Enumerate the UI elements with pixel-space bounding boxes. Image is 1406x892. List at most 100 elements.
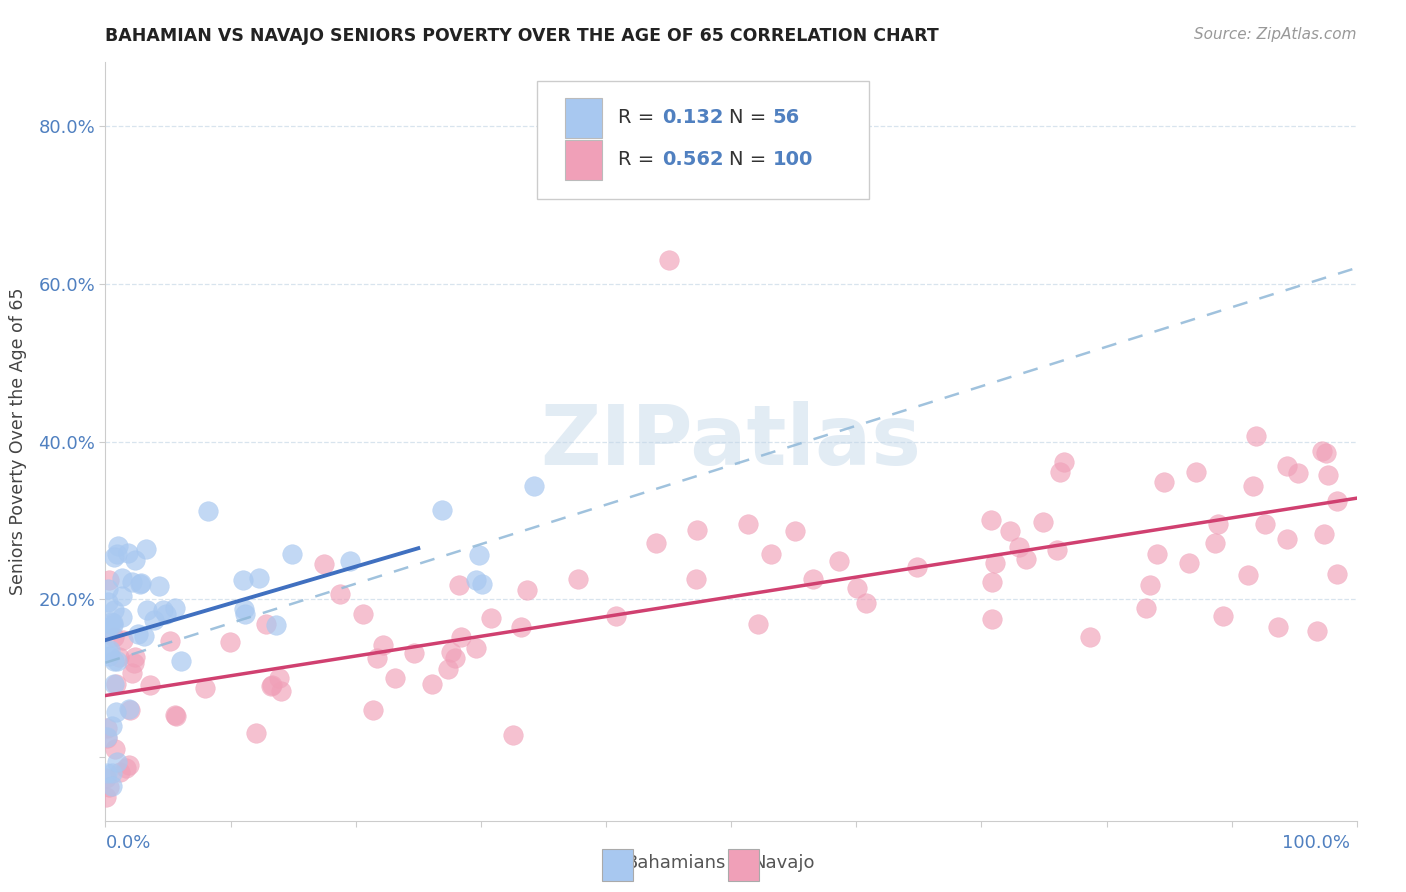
Point [96, 721, 118, 735]
Point [329, 587, 352, 601]
Point [103, 741, 125, 756]
Point [94, 624, 117, 638]
Point [97, 595, 120, 609]
Point [1212, 608, 1234, 623]
Point [96, 644, 118, 658]
Point [1277, 533, 1299, 547]
Point [98, 573, 121, 587]
Point [97, 582, 120, 596]
Point [1286, 466, 1309, 480]
Text: R =: R = [619, 150, 661, 169]
Point [465, 641, 488, 656]
Point [103, 654, 125, 668]
Point [1326, 567, 1348, 582]
Point [432, 503, 454, 517]
Point [163, 600, 186, 615]
Text: 0.0%: 0.0% [105, 834, 150, 852]
Point [1139, 577, 1161, 591]
Point [170, 655, 193, 669]
FancyBboxPatch shape [537, 81, 869, 199]
Text: Navajo: Navajo [752, 855, 814, 872]
Point [1326, 493, 1348, 508]
Point [998, 524, 1021, 538]
Point [197, 504, 219, 518]
Point [523, 478, 546, 492]
Point [194, 681, 217, 695]
Text: 100.0%: 100.0% [1282, 834, 1350, 852]
Point [100, 766, 122, 780]
Point [94, 789, 117, 804]
Point [855, 596, 877, 610]
Point [981, 575, 1004, 590]
Point [479, 611, 502, 625]
Point [846, 582, 869, 596]
Point [366, 651, 388, 665]
Point [247, 571, 270, 585]
Point [984, 556, 1007, 570]
Point [1078, 630, 1101, 644]
Text: 100: 100 [772, 150, 813, 169]
Point [502, 728, 524, 742]
Point [314, 557, 336, 571]
Point [103, 615, 125, 630]
Point [1135, 600, 1157, 615]
Point [105, 548, 128, 562]
Bar [565, 98, 602, 138]
Point [96, 730, 118, 744]
Point [281, 547, 304, 561]
Point [404, 646, 426, 660]
Text: ZIPatlas: ZIPatlas [541, 401, 921, 482]
Point [104, 706, 127, 720]
Point [1053, 455, 1076, 469]
Point [1313, 527, 1336, 541]
Point [1241, 478, 1264, 492]
Point [685, 572, 707, 586]
Point [233, 607, 256, 621]
Point [218, 635, 240, 649]
Point [103, 630, 125, 644]
Point [98, 642, 121, 657]
Point [124, 657, 146, 671]
Point [905, 560, 928, 574]
Point [114, 761, 136, 775]
Point [1317, 468, 1340, 483]
Text: 56: 56 [772, 108, 800, 128]
Point [233, 602, 256, 616]
Point [471, 576, 494, 591]
Point [361, 703, 384, 717]
Point [120, 703, 142, 717]
Point [117, 546, 139, 560]
Text: 0.562: 0.562 [662, 150, 724, 169]
Point [111, 632, 134, 647]
Point [118, 757, 141, 772]
Point [148, 579, 170, 593]
Text: 0.132: 0.132 [662, 108, 724, 128]
Point [98, 619, 121, 633]
Point [1305, 624, 1327, 638]
Point [155, 607, 177, 622]
Point [105, 677, 128, 691]
Point [761, 547, 783, 561]
Point [100, 615, 122, 629]
Point [981, 612, 1004, 626]
Point [96, 766, 118, 780]
Point [605, 609, 627, 624]
Point [1177, 557, 1199, 571]
Point [163, 708, 186, 723]
Point [159, 633, 181, 648]
Point [803, 572, 825, 586]
Point [260, 679, 283, 693]
Point [450, 630, 472, 644]
Point [686, 524, 709, 538]
Point [111, 590, 134, 604]
Point [98, 649, 121, 664]
Point [96, 731, 118, 746]
Point [97, 780, 120, 794]
Point [254, 617, 277, 632]
Point [127, 627, 149, 641]
Point [111, 571, 134, 585]
Point [468, 548, 491, 562]
Point [1244, 428, 1267, 442]
Point [440, 645, 463, 659]
Y-axis label: Seniors Poverty Over the Age of 65: Seniors Poverty Over the Age of 65 [8, 288, 27, 595]
